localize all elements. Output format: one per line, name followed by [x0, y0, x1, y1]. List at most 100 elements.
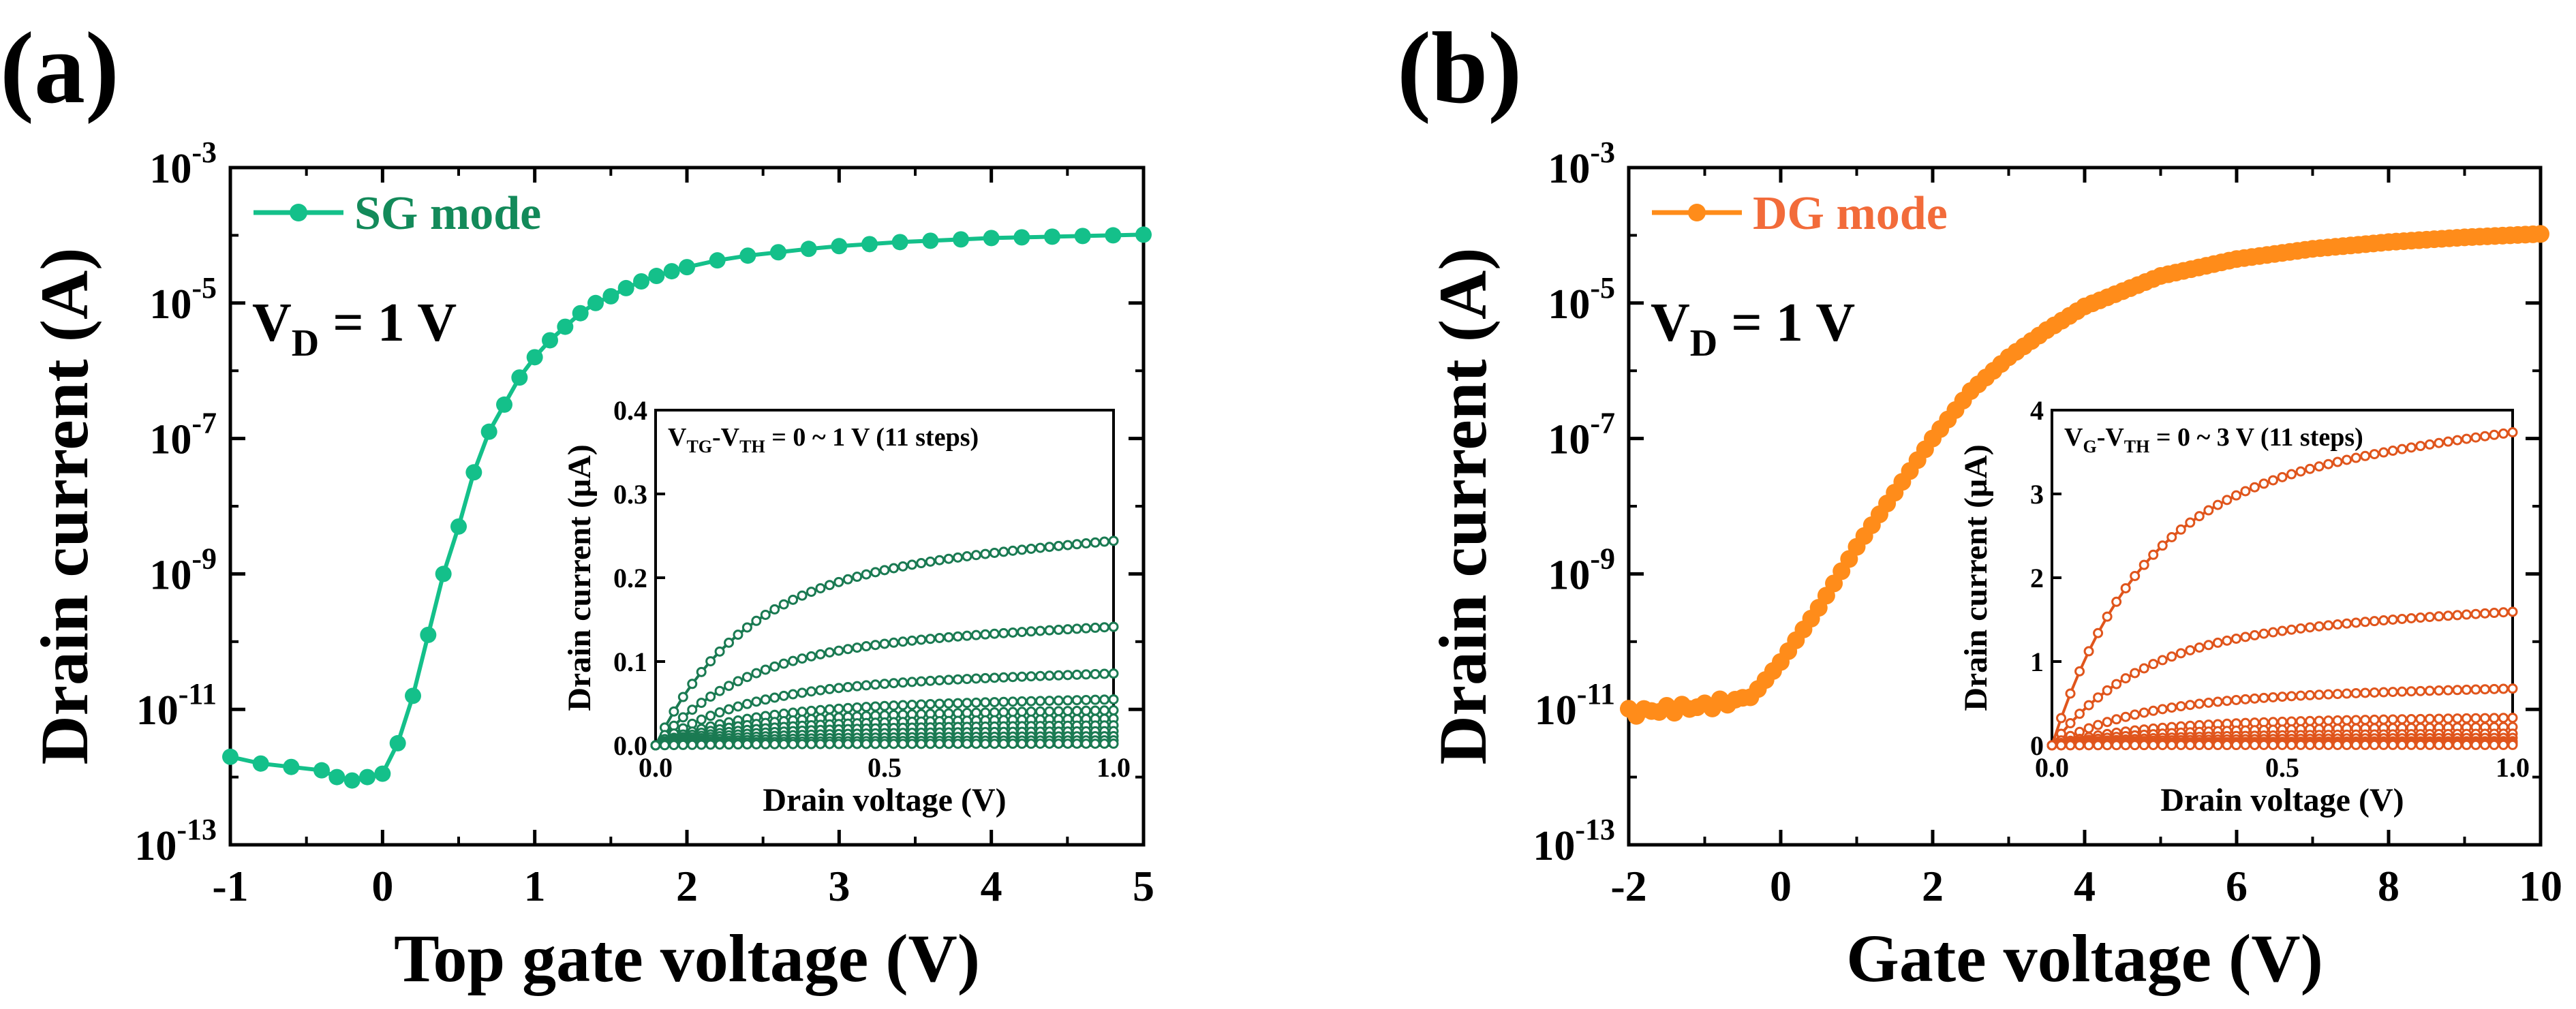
data-point: [709, 252, 726, 269]
inset-data-point: [2130, 570, 2141, 581]
inset-data-point: [2350, 715, 2361, 726]
inset-data-point: [833, 739, 844, 749]
data-point: [480, 423, 497, 440]
inset-data-point: [2323, 620, 2334, 631]
inset-data-point: [778, 599, 789, 610]
inset-data-point: [861, 641, 872, 652]
inset-data-point: [1090, 694, 1101, 705]
inset-data-point: [2387, 446, 2398, 456]
inset-data-point: [687, 739, 698, 750]
inset-data-point: [1034, 706, 1045, 717]
inset-data-point: [2212, 499, 2223, 510]
inset-data-point: [943, 698, 954, 709]
inset-data-point: [2111, 740, 2122, 751]
data-point: [1135, 226, 1152, 243]
inset-data-point: [2461, 713, 2472, 724]
inset-data-point: [2093, 740, 2104, 751]
inset-data-point: [852, 739, 863, 749]
inset-data-point: [2102, 685, 2113, 696]
inset-data-point: [2461, 684, 2472, 695]
inset-data-point: [769, 604, 780, 615]
inset-data-point: [687, 704, 698, 715]
y-tick-label: 10-11: [136, 677, 217, 734]
legend-label: DG mode: [1753, 187, 1948, 240]
data-point: [2532, 225, 2549, 243]
inset-data-point: [1017, 671, 1028, 682]
x-tick-label: 4: [2074, 862, 2096, 910]
inset-data-point: [1026, 543, 1037, 554]
inset-data-point: [842, 739, 853, 749]
y-tick-exponent: -13: [1575, 813, 1615, 846]
x-axis-label: Gate voltage (V): [1846, 920, 2323, 996]
inset-data-point: [1034, 739, 1045, 749]
inset-data-point: [2397, 739, 2408, 750]
inset-data-point: [2148, 740, 2159, 751]
inset-data-point: [2093, 719, 2104, 730]
panel-label: (a): [0, 12, 119, 125]
inset-data-point: [1007, 545, 1018, 556]
inset-data-point: [879, 565, 890, 576]
inset-data-point: [2424, 439, 2435, 450]
inset-frame: [654, 409, 1115, 747]
inset-y-tick-label: 0.0: [613, 730, 647, 761]
inset-data-point: [751, 615, 762, 626]
data-point: [389, 734, 406, 751]
y-tick-label: 10-3: [1548, 136, 1615, 192]
inset-data-point: [2479, 608, 2490, 619]
inset-data-point: [1044, 625, 1055, 636]
inset-data-point: [898, 700, 908, 711]
inset-data-point: [2230, 740, 2241, 751]
inset-data-point: [1034, 542, 1045, 553]
inset-data-point: [2277, 739, 2288, 750]
data-point: [1013, 229, 1030, 246]
inset-data-point: [2489, 713, 2500, 724]
inset-data-point: [2323, 689, 2334, 700]
inset-data-point: [2452, 610, 2463, 621]
inset-data-point: [2065, 740, 2076, 751]
inset-data-point: [1017, 707, 1028, 717]
inset-data-point: [888, 739, 899, 749]
inset-data-point: [980, 629, 991, 640]
inset-data-point: [861, 739, 872, 749]
inset-data-point: [1108, 668, 1119, 679]
inset-ann-sub1: TG: [686, 437, 712, 456]
inset-data-point: [2267, 627, 2278, 638]
inset-annotation: VG-VTH = 0 ~ 3 V (11 steps): [2064, 423, 2363, 456]
inset-data-point: [2240, 486, 2251, 497]
inset-data-point: [824, 683, 835, 694]
inset-data-point: [962, 551, 972, 562]
data-point: [891, 234, 908, 251]
inset-y-tick-label: 0: [2030, 730, 2044, 761]
inset-data-point: [2406, 612, 2417, 623]
inset-data-point: [2130, 668, 2141, 679]
inset-data-point: [1108, 535, 1119, 546]
data-point: [542, 332, 558, 349]
inset-data-point: [962, 630, 972, 641]
data-point: [663, 263, 680, 280]
inset-data-point: [741, 739, 752, 750]
inset-data-point: [980, 672, 991, 683]
inset-data-point: [1081, 694, 1092, 705]
inset-data-point: [2424, 713, 2435, 724]
data-point: [496, 396, 512, 413]
inset-ann-v: V: [2064, 423, 2083, 452]
inset-data-point: [2442, 685, 2453, 696]
inset-data-point: [696, 739, 707, 750]
inset-data-point: [2397, 686, 2408, 697]
inset-data-point: [677, 712, 688, 723]
data-point: [420, 626, 437, 643]
inset-data-point: [1044, 542, 1055, 553]
data-point: [739, 247, 756, 264]
data-point: [1074, 228, 1091, 245]
inset-data-point: [2138, 663, 2149, 674]
inset-y-tick-label: 4: [2030, 395, 2044, 426]
inset-data-point: [2470, 684, 2481, 695]
inset-ann-v2: -V: [2097, 423, 2125, 452]
inset-data-point: [2369, 449, 2380, 460]
inset-data-point: [751, 696, 762, 707]
inset-data-point: [1053, 624, 1064, 635]
x-tick-label: 2: [1922, 862, 1944, 910]
inset-data-point: [2249, 739, 2260, 750]
inset-data-point: [833, 683, 844, 694]
inset-data-point: [998, 696, 1009, 707]
